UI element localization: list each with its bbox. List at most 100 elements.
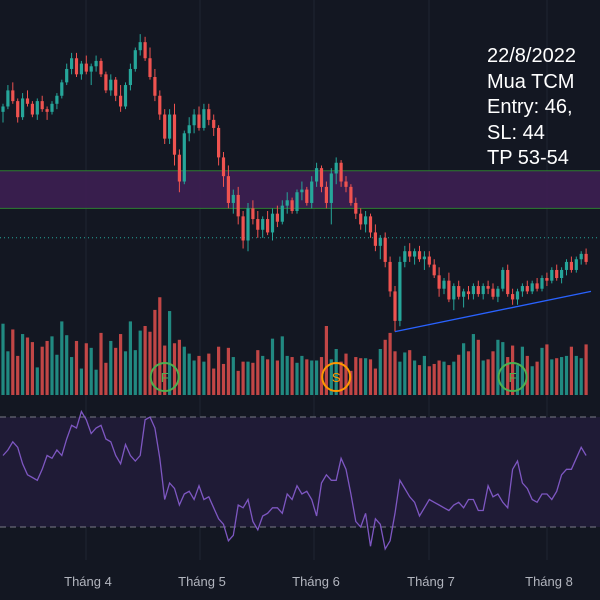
volume-bar	[427, 366, 431, 395]
candle-body	[104, 74, 108, 91]
volume-bar	[295, 362, 299, 395]
candle-body	[202, 109, 206, 128]
candle	[491, 283, 495, 300]
volume-bar	[172, 343, 177, 395]
volume-bar	[109, 340, 113, 395]
volume-bar	[177, 339, 181, 395]
candle-body	[535, 283, 539, 289]
volume-bar	[104, 362, 108, 395]
volume-bar	[251, 362, 255, 395]
candle-body	[417, 251, 422, 260]
candle-body	[511, 294, 515, 300]
volume-bar	[310, 360, 314, 395]
volume-bar	[114, 347, 118, 395]
volume-bar	[315, 360, 319, 395]
candle-body	[153, 77, 157, 96]
volume-bar	[417, 365, 422, 395]
candle-body	[432, 264, 436, 276]
candle-body	[413, 251, 417, 257]
candle	[266, 211, 270, 236]
candle	[207, 103, 211, 126]
volume-bar	[280, 336, 284, 395]
x-tick-label: Tháng 8	[525, 574, 573, 589]
volume-bar	[231, 357, 235, 395]
volume-bar	[168, 311, 172, 395]
candle	[462, 288, 466, 308]
candle-body	[138, 42, 142, 51]
candle	[226, 165, 230, 209]
candle-body	[270, 213, 275, 233]
candle-body	[545, 278, 549, 281]
volume-bar	[579, 358, 583, 395]
candle	[99, 58, 103, 77]
candle	[50, 101, 54, 115]
volume-bar	[491, 351, 495, 395]
volume-bar	[359, 358, 363, 395]
volume-bar	[496, 339, 500, 395]
rsi-line	[2, 409, 587, 551]
volume-bar	[119, 334, 123, 395]
candle-body	[16, 101, 20, 118]
candle-body	[388, 261, 392, 292]
candle-body	[60, 82, 64, 96]
candle	[315, 162, 319, 187]
volume-bar	[393, 351, 397, 395]
candle-body	[6, 90, 10, 107]
candle	[163, 109, 167, 144]
candle-body	[133, 50, 137, 69]
candle-body	[55, 95, 59, 104]
candle-body	[368, 216, 373, 233]
volume-bar	[226, 347, 230, 395]
volume-bar	[192, 360, 196, 395]
candle	[70, 52, 74, 75]
volume-bar	[344, 353, 348, 395]
volume-bar	[290, 357, 294, 395]
candle	[427, 251, 431, 268]
candle-body	[261, 219, 265, 230]
candle	[447, 272, 451, 303]
volume-bar	[471, 334, 475, 395]
candle	[295, 189, 299, 214]
volume-bar	[530, 366, 534, 395]
candle-body	[476, 286, 480, 295]
candle	[437, 267, 441, 297]
volume-bar	[447, 365, 451, 395]
candle-body	[35, 101, 39, 115]
candle	[143, 36, 147, 61]
volume-bar	[25, 337, 30, 395]
candle	[197, 106, 201, 131]
candle	[55, 93, 59, 110]
candle-body	[143, 42, 147, 59]
candle-body	[172, 114, 177, 155]
signal-label: S	[332, 370, 341, 385]
candle-body	[447, 280, 451, 300]
x-tick-label: Tháng 4	[64, 574, 112, 589]
volume-bar	[555, 358, 559, 395]
candle-body	[123, 85, 128, 107]
volume-bar	[45, 340, 49, 395]
candle	[290, 197, 294, 214]
candle-body	[241, 216, 245, 241]
candle	[168, 109, 172, 144]
candle-body	[354, 202, 358, 214]
volume-bar	[207, 353, 211, 395]
candle-body	[275, 213, 279, 222]
volume-bar	[388, 332, 392, 395]
candle	[408, 243, 412, 262]
volume-bar	[11, 329, 15, 395]
candle	[158, 90, 162, 120]
candle	[393, 286, 397, 332]
volume-bar	[79, 368, 83, 395]
candle-body	[466, 291, 471, 295]
volume-bar	[266, 359, 270, 395]
volume-bar	[560, 357, 564, 395]
volume-bar	[123, 351, 128, 395]
volume-bar	[197, 355, 201, 395]
volume-bar	[506, 357, 510, 395]
volume-bar	[564, 355, 569, 395]
candle-body	[344, 181, 348, 187]
volume-bar	[408, 350, 412, 395]
candle	[359, 208, 363, 230]
